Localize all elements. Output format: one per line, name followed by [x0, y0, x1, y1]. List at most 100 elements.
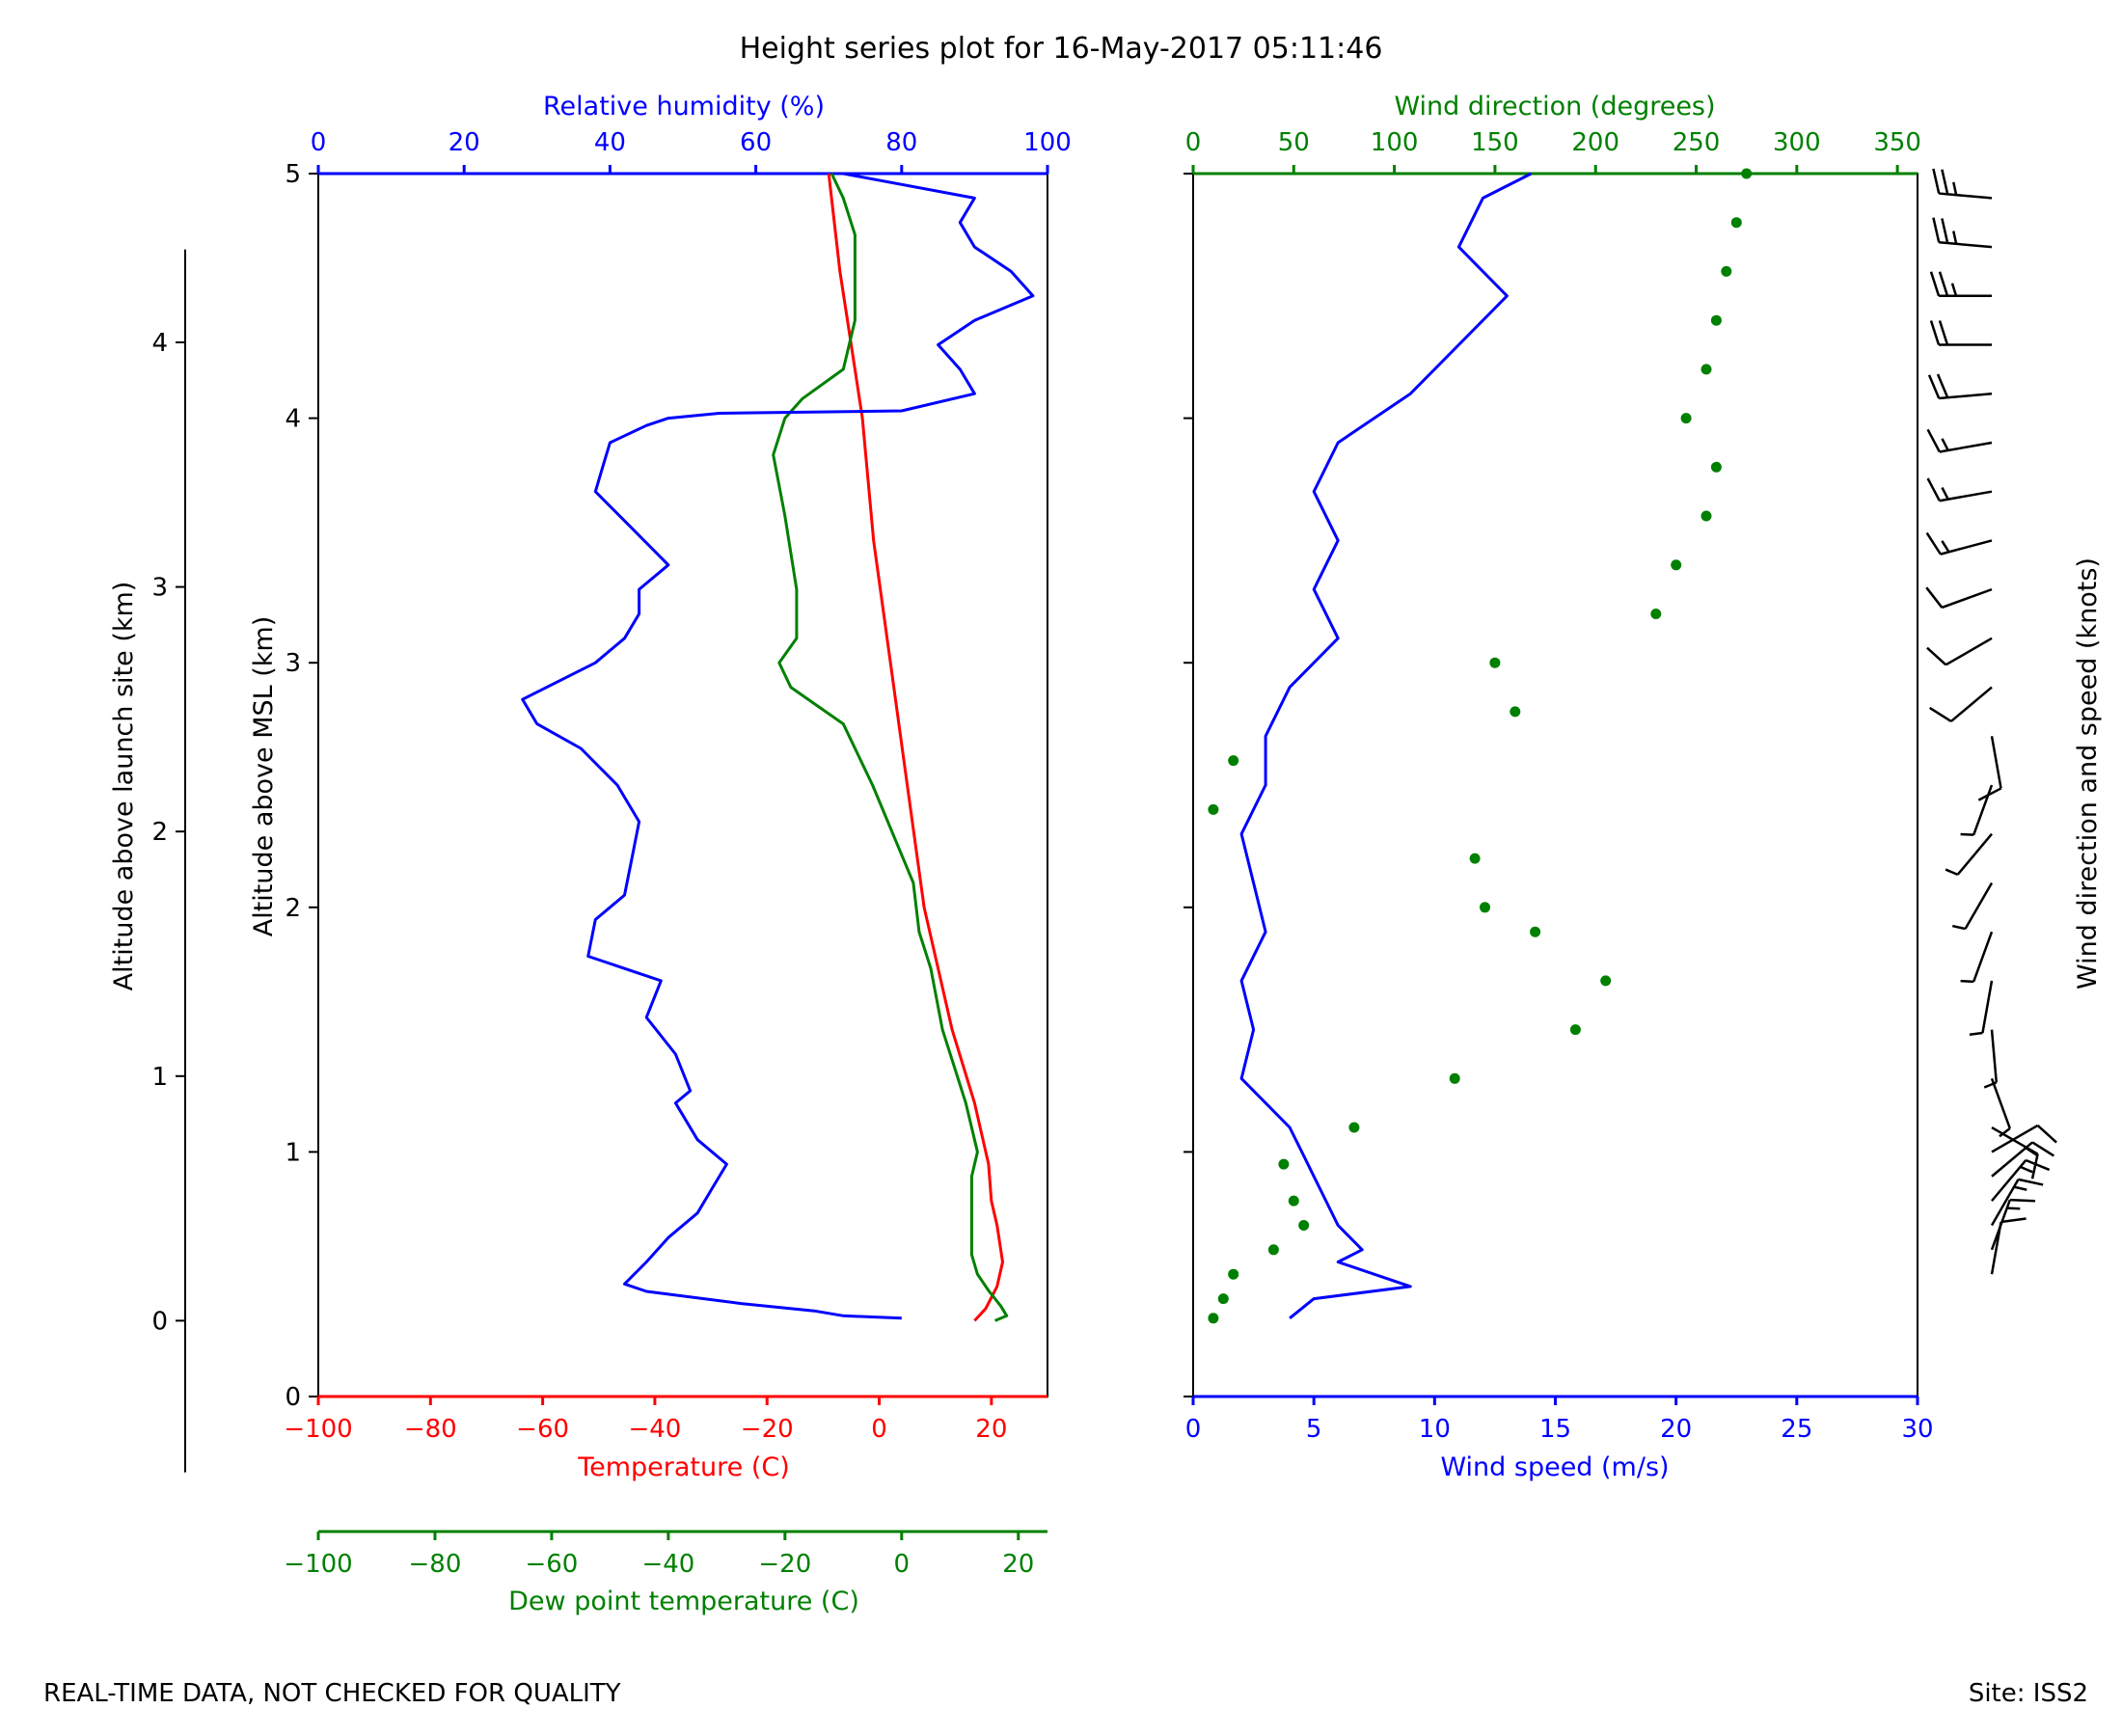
wind-barb-shaft	[1990, 1199, 2011, 1251]
wind-speed-tick-label: 30	[1901, 1415, 1933, 1444]
wind-barb	[1925, 586, 1993, 610]
wind-direction-axis-label: Wind direction (degrees)	[1394, 92, 1715, 122]
wind-barb-shaft	[1972, 931, 1994, 983]
humidity-axis-label: Relative humidity (%)	[543, 92, 825, 122]
temperature-axis-label: Temperature (C)	[577, 1452, 790, 1482]
humidity-tick-label: 60	[740, 128, 772, 157]
wind-direction-tick-label: 250	[1673, 128, 1721, 157]
wind-speed-tick-label: 5	[1306, 1415, 1322, 1444]
wind-direction-tick-label: 100	[1371, 128, 1419, 157]
wind-barb	[1990, 1217, 2027, 1275]
msl-tick-label: 2	[285, 894, 301, 923]
wind-speed-tick-label: 0	[1185, 1415, 1202, 1444]
wind-barb-half-flag	[1941, 438, 1949, 451]
wind-barb	[1932, 168, 1993, 200]
wind-direction-tick-label: 50	[1278, 128, 1310, 157]
wind-barb-flag	[1936, 373, 1949, 398]
wind-barb-half-flag	[2013, 1185, 2027, 1191]
wind-direction-tick-label: 150	[1471, 128, 1519, 157]
msl-tick-label: 0	[285, 1383, 301, 1412]
temperature-tick-label: −40	[628, 1415, 681, 1444]
dewpoint-tick-label: −20	[758, 1550, 811, 1579]
wind-barb	[1927, 373, 1993, 400]
wind-barb-shaft	[1939, 392, 1993, 400]
dewpoint-tick-label: 20	[1002, 1550, 1034, 1579]
wind-speed-axis-label: Wind speed (m/s)	[1440, 1452, 1669, 1482]
humidity-tick-label: 100	[1023, 128, 1072, 157]
wind-barb-half-flag	[1999, 1127, 2011, 1138]
humidity-line	[521, 172, 1035, 1320]
wind-direction-point	[1208, 1313, 1219, 1324]
wind-direction-point	[1710, 314, 1722, 326]
wind-barb-flag	[2036, 1124, 2057, 1144]
wind-barb-shaft	[1990, 1077, 2011, 1129]
wind-barb	[1929, 320, 1992, 346]
wind-barb-flag	[1926, 646, 1947, 666]
wind-barb-half-flag	[1983, 1081, 1998, 1089]
wind-barb-flag	[1929, 271, 1941, 297]
wind-direction-point	[1700, 510, 1712, 522]
wind-barb-shaft	[1981, 980, 1994, 1034]
wind-barb-flag	[1926, 477, 1941, 502]
wind-direction-point	[1700, 364, 1712, 375]
wind-direction-tick-label: 200	[1571, 128, 1619, 157]
wind-barb	[1991, 1126, 2039, 1180]
wind-direction-point	[1217, 1293, 1229, 1305]
wind-barb-flag	[2000, 1217, 2027, 1224]
msl-tick-label: 4	[285, 405, 301, 434]
wind-barb	[1960, 931, 1994, 984]
wind-barb-flag	[2009, 1198, 2036, 1203]
wind-barb-half-flag	[1941, 540, 1950, 553]
wind-direction-point	[1671, 559, 1682, 571]
dewpoint-tick-label: 0	[894, 1550, 911, 1579]
humidity-tick-label: 0	[311, 128, 327, 157]
humidity-tick-label: 80	[885, 128, 917, 157]
humidity-tick-label: 20	[449, 128, 480, 157]
wind-barb-shaft	[1991, 1159, 2027, 1202]
wind-barb-shaft	[1941, 587, 1993, 610]
wind-barb	[1929, 271, 1992, 298]
launch-tick-label: 4	[151, 329, 168, 358]
wind-barb-flag	[2031, 1141, 2054, 1157]
wind-barb-half-flag	[1969, 1031, 1983, 1036]
wind-barb-shaft	[1945, 637, 1993, 666]
wind-barb	[1925, 531, 1993, 556]
wind-direction-point	[1208, 803, 1219, 815]
wind-barb-half-flag	[1950, 283, 1958, 297]
wind-barb-flag	[1938, 271, 1949, 297]
launch-tick-label: 1	[151, 1063, 168, 1092]
wind-direction-tick-label: 0	[1185, 128, 1202, 157]
wind-direction-point	[1228, 755, 1239, 767]
wind-barb-half-flag	[1941, 486, 1949, 501]
wind-barb-flag	[1941, 218, 1949, 244]
wind-direction-point	[1228, 1268, 1239, 1280]
humidity-tick-label: 40	[594, 128, 626, 157]
temperature-tick-label: −100	[284, 1415, 352, 1444]
wind-barb-half-flag	[2006, 1207, 2021, 1210]
msl-tick-label: 1	[285, 1138, 301, 1167]
dewpoint-tick-label: −80	[409, 1550, 462, 1579]
temperature-tick-label: 20	[975, 1415, 1007, 1444]
dewpoint-axis-label: Dew point temperature (C)	[508, 1587, 859, 1616]
wind-barb-flag	[1925, 531, 1942, 556]
wind-barb-half-flag	[1952, 231, 1958, 245]
launch-tick-label: 2	[151, 818, 168, 847]
temperature-tick-label: 0	[871, 1415, 887, 1444]
wind-barb-flag	[1932, 168, 1941, 194]
temperature-tick-label: −80	[404, 1415, 457, 1444]
dewpoint-tick-label: −60	[525, 1550, 578, 1579]
wind-direction-point	[1530, 926, 1541, 937]
wind-barb-half-flag	[1960, 832, 1974, 836]
wind-speed-tick-label: 10	[1419, 1415, 1451, 1444]
wind-barb-shaft	[1964, 882, 1994, 930]
msl-tick-label: 3	[285, 649, 301, 678]
wind-barb-shaft	[1990, 1179, 2020, 1227]
wind-barb	[1929, 686, 1993, 722]
wind-barb-flag	[2030, 1153, 2039, 1180]
wind-barb-half-flag	[1945, 868, 1959, 877]
wind-speed-tick-label: 15	[1539, 1415, 1571, 1444]
wind-barb	[1945, 832, 1993, 877]
wind-barb-flag	[1926, 428, 1941, 453]
wind-direction-point	[1267, 1244, 1279, 1256]
